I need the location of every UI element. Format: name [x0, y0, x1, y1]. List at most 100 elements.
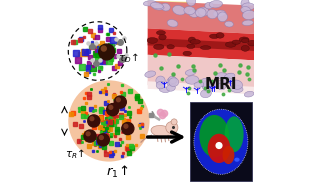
Circle shape — [100, 136, 103, 139]
Ellipse shape — [168, 76, 177, 84]
Ellipse shape — [208, 134, 230, 163]
Ellipse shape — [169, 78, 179, 87]
Circle shape — [166, 122, 178, 134]
Text: $\tau_R\!\uparrow$: $\tau_R\!\uparrow$ — [66, 147, 86, 161]
Polygon shape — [148, 55, 257, 91]
Ellipse shape — [204, 83, 212, 93]
Ellipse shape — [196, 8, 206, 17]
Ellipse shape — [200, 46, 211, 50]
Ellipse shape — [188, 37, 196, 43]
Circle shape — [124, 124, 128, 128]
Ellipse shape — [218, 12, 227, 22]
Ellipse shape — [183, 51, 191, 56]
Ellipse shape — [216, 33, 224, 38]
Ellipse shape — [151, 125, 173, 137]
Ellipse shape — [156, 31, 165, 35]
Ellipse shape — [202, 81, 211, 91]
Ellipse shape — [225, 21, 233, 27]
Circle shape — [97, 134, 109, 146]
Ellipse shape — [194, 109, 248, 174]
Ellipse shape — [215, 142, 223, 149]
Ellipse shape — [199, 115, 229, 157]
Ellipse shape — [225, 74, 235, 81]
Polygon shape — [148, 1, 189, 5]
Circle shape — [116, 98, 120, 102]
Ellipse shape — [173, 5, 186, 15]
Ellipse shape — [147, 38, 157, 43]
Ellipse shape — [154, 44, 164, 50]
Ellipse shape — [205, 2, 213, 9]
Ellipse shape — [187, 44, 195, 49]
Ellipse shape — [167, 77, 176, 86]
Polygon shape — [148, 81, 257, 94]
Ellipse shape — [241, 7, 251, 13]
Text: $r_1\!\uparrow$: $r_1\!\uparrow$ — [106, 164, 129, 180]
Ellipse shape — [223, 146, 234, 164]
Ellipse shape — [213, 10, 225, 17]
Ellipse shape — [231, 80, 243, 89]
Ellipse shape — [232, 40, 240, 44]
Circle shape — [90, 117, 94, 121]
Ellipse shape — [207, 9, 218, 19]
Ellipse shape — [225, 116, 244, 152]
Circle shape — [84, 130, 96, 142]
Circle shape — [101, 46, 106, 51]
Circle shape — [114, 96, 126, 108]
Ellipse shape — [230, 85, 243, 93]
Ellipse shape — [184, 6, 195, 15]
Circle shape — [122, 122, 134, 135]
Ellipse shape — [209, 1, 222, 8]
Ellipse shape — [242, 38, 249, 43]
Text: MRI: MRI — [204, 77, 237, 92]
Ellipse shape — [200, 89, 211, 98]
Ellipse shape — [156, 76, 165, 85]
Ellipse shape — [224, 73, 235, 80]
Circle shape — [68, 80, 149, 162]
Ellipse shape — [213, 81, 226, 86]
Ellipse shape — [161, 3, 170, 11]
Ellipse shape — [167, 19, 178, 27]
Ellipse shape — [242, 20, 253, 26]
Ellipse shape — [215, 73, 228, 79]
Ellipse shape — [217, 83, 225, 90]
Ellipse shape — [189, 10, 199, 17]
Ellipse shape — [187, 0, 196, 6]
Ellipse shape — [242, 3, 255, 10]
Polygon shape — [148, 28, 257, 60]
Circle shape — [109, 105, 113, 109]
Ellipse shape — [241, 45, 249, 51]
Ellipse shape — [185, 69, 196, 75]
Circle shape — [99, 44, 114, 60]
Ellipse shape — [190, 39, 200, 44]
Circle shape — [88, 115, 100, 127]
Ellipse shape — [242, 10, 256, 20]
Ellipse shape — [150, 2, 163, 9]
Ellipse shape — [198, 7, 209, 16]
Ellipse shape — [221, 77, 234, 84]
Text: $\tau_D\!\uparrow$: $\tau_D\!\uparrow$ — [118, 51, 139, 65]
Ellipse shape — [244, 91, 254, 97]
Circle shape — [171, 119, 177, 125]
Ellipse shape — [248, 40, 256, 46]
Ellipse shape — [159, 87, 170, 93]
Ellipse shape — [145, 71, 156, 77]
Ellipse shape — [143, 1, 156, 6]
Ellipse shape — [167, 45, 174, 49]
Polygon shape — [148, 38, 257, 51]
Circle shape — [86, 132, 90, 136]
Ellipse shape — [153, 5, 164, 10]
Ellipse shape — [210, 34, 219, 39]
Ellipse shape — [156, 81, 165, 89]
Ellipse shape — [167, 84, 175, 91]
Ellipse shape — [200, 78, 212, 87]
Ellipse shape — [185, 76, 199, 84]
Ellipse shape — [241, 0, 249, 8]
Ellipse shape — [239, 37, 249, 43]
Ellipse shape — [194, 82, 204, 88]
Ellipse shape — [234, 158, 239, 162]
Circle shape — [107, 104, 119, 116]
Polygon shape — [148, 1, 257, 34]
FancyBboxPatch shape — [190, 102, 252, 181]
Ellipse shape — [159, 34, 166, 40]
Ellipse shape — [225, 42, 236, 47]
